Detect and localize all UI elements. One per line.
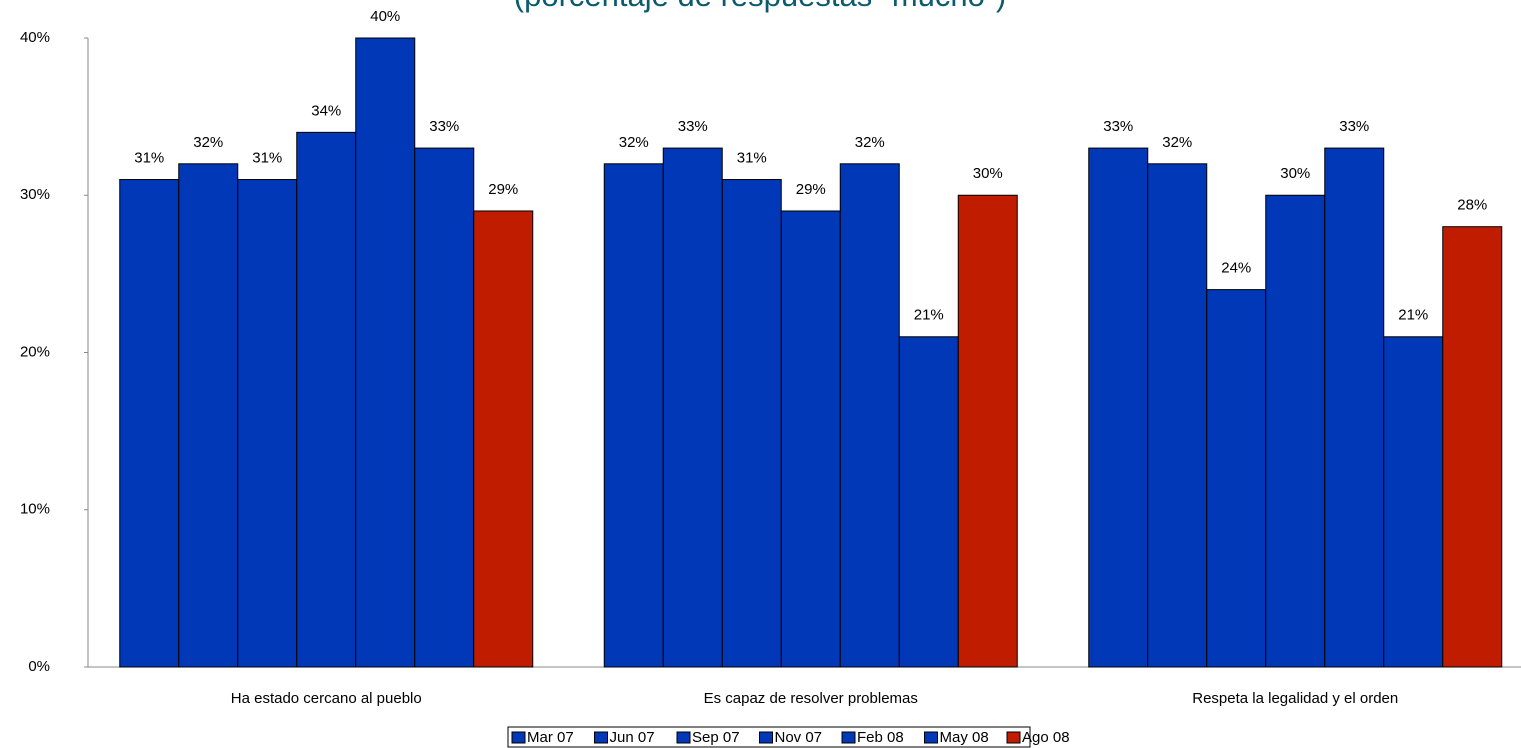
legend-swatch xyxy=(511,731,526,744)
bar xyxy=(780,210,841,668)
value-label: 33% xyxy=(678,118,708,135)
bar xyxy=(898,336,959,668)
value-label: 24% xyxy=(1221,260,1251,277)
bar xyxy=(119,179,180,668)
value-label: 31% xyxy=(252,149,282,166)
legend-swatch xyxy=(924,731,938,744)
bar xyxy=(1442,226,1503,668)
y-tick-label: 20% xyxy=(20,343,50,360)
value-label: 32% xyxy=(1162,134,1192,151)
value-label: 40% xyxy=(370,8,400,25)
legend-swatch xyxy=(676,731,691,744)
bar xyxy=(237,179,298,668)
legend-label: May 08 xyxy=(940,729,989,746)
legend-swatch xyxy=(759,731,773,744)
y-tick-label: 10% xyxy=(20,501,50,518)
bar xyxy=(1147,163,1208,668)
y-tick-label: 30% xyxy=(20,186,50,203)
legend-label: Nov 07 xyxy=(775,729,823,746)
bar xyxy=(473,210,534,668)
bar xyxy=(178,163,239,668)
bar xyxy=(603,163,664,668)
value-label: 30% xyxy=(973,165,1003,182)
bar xyxy=(414,147,475,668)
value-label: 33% xyxy=(1339,118,1369,135)
value-label: 31% xyxy=(737,149,767,166)
value-label: 31% xyxy=(134,149,164,166)
bar xyxy=(957,194,1018,668)
x-tick-label: Ha estado cercano al pueblo xyxy=(231,690,422,707)
bar xyxy=(1383,336,1444,668)
value-label: 32% xyxy=(619,134,649,151)
value-label: 21% xyxy=(914,307,944,324)
legend-label: Sep 07 xyxy=(692,729,740,746)
legend-swatch xyxy=(841,731,856,744)
x-tick-label: Respeta la legalidad y el orden xyxy=(1192,690,1398,707)
bar xyxy=(721,179,782,668)
value-label: 21% xyxy=(1398,307,1428,324)
bar xyxy=(1324,147,1385,668)
legend-label: Jun 07 xyxy=(610,729,655,746)
bar xyxy=(355,37,416,668)
legend-label: Ago 08 xyxy=(1022,729,1070,746)
value-label: 29% xyxy=(796,181,826,198)
y-tick-label: 40% xyxy=(20,29,50,46)
value-label: 33% xyxy=(429,118,459,135)
legend-swatch xyxy=(1006,731,1021,744)
value-label: 29% xyxy=(488,181,518,198)
bar xyxy=(839,163,900,668)
value-label: 33% xyxy=(1103,118,1133,135)
bar xyxy=(1206,289,1267,668)
value-label: 30% xyxy=(1280,165,1310,182)
y-tick-label: 0% xyxy=(28,658,50,675)
value-label: 32% xyxy=(193,134,223,151)
bar xyxy=(296,131,357,668)
bar xyxy=(1088,147,1149,668)
legend-label: Feb 08 xyxy=(857,729,904,746)
value-label: 28% xyxy=(1457,197,1487,214)
bar xyxy=(662,147,723,668)
value-label: 32% xyxy=(855,134,885,151)
legend-swatch xyxy=(594,731,608,744)
legend-label: Mar 07 xyxy=(527,729,574,746)
x-tick-label: Es capaz de resolver problemas xyxy=(704,690,918,707)
value-label: 34% xyxy=(311,102,341,119)
bar xyxy=(1265,194,1326,668)
chart-title: (porcentaje de respuestas "mucho") xyxy=(514,0,1006,13)
